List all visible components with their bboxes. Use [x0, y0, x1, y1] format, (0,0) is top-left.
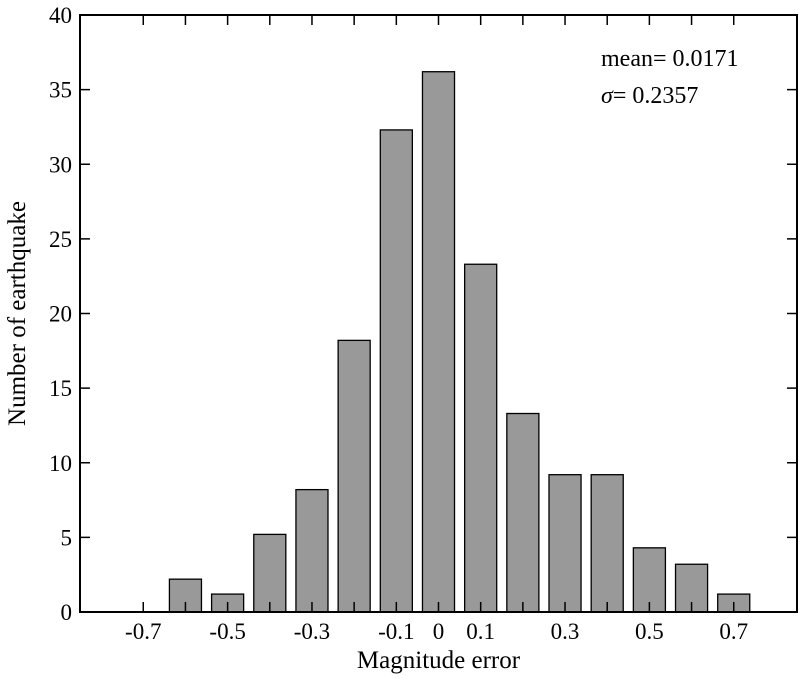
x-tick-label: 0.5 [635, 619, 664, 644]
bar [337, 339, 371, 613]
y-tick-label: 15 [49, 376, 72, 401]
sigma-symbol: σ [601, 83, 614, 109]
x-tick-label: -0.3 [294, 619, 330, 644]
x-tick-label: -0.1 [378, 619, 414, 644]
y-tick-label: 5 [61, 525, 73, 550]
y-tick-label: 20 [49, 302, 72, 327]
y-tick-label: 0 [61, 600, 73, 625]
y-tick-labels: 0 5 10 15 20 25 30 35 40 [49, 3, 72, 625]
x-axis-title: Magnitude error [357, 647, 521, 674]
bar [590, 474, 624, 613]
y-tick-label: 35 [49, 78, 72, 103]
bar [463, 263, 498, 613]
mean-annotation: mean= 0.0171 [601, 46, 739, 72]
plot-frame [79, 14, 798, 613]
y-tick-label: 30 [49, 152, 72, 177]
sigma-value: = 0.2357 [613, 83, 699, 109]
x-tick-label: -0.5 [209, 619, 245, 644]
x-tick-label: 0.1 [466, 619, 495, 644]
bars-group [168, 71, 751, 613]
y-tick-label: 40 [49, 3, 72, 28]
y-tick-label: 10 [49, 451, 72, 476]
y-tick-label: 25 [49, 227, 72, 252]
bar [632, 547, 667, 613]
x-tick-label: 0 [433, 619, 445, 644]
x-tick-label: 0.7 [719, 619, 748, 644]
y-axis-title: Number of earthquake [4, 201, 31, 426]
bar [295, 488, 329, 613]
x-tick-label: 0.3 [551, 619, 580, 644]
bar [548, 474, 582, 613]
bar [421, 71, 456, 613]
x-tick-label: -0.7 [125, 619, 161, 644]
sigma-annotation: σ= 0.2357 [601, 83, 698, 109]
bar [379, 129, 413, 613]
x-tick-labels: -0.7 -0.5 -0.3 -0.1 0 0.1 0.3 0.5 0.7 [125, 619, 748, 644]
bar [506, 412, 540, 613]
bar [253, 533, 287, 613]
